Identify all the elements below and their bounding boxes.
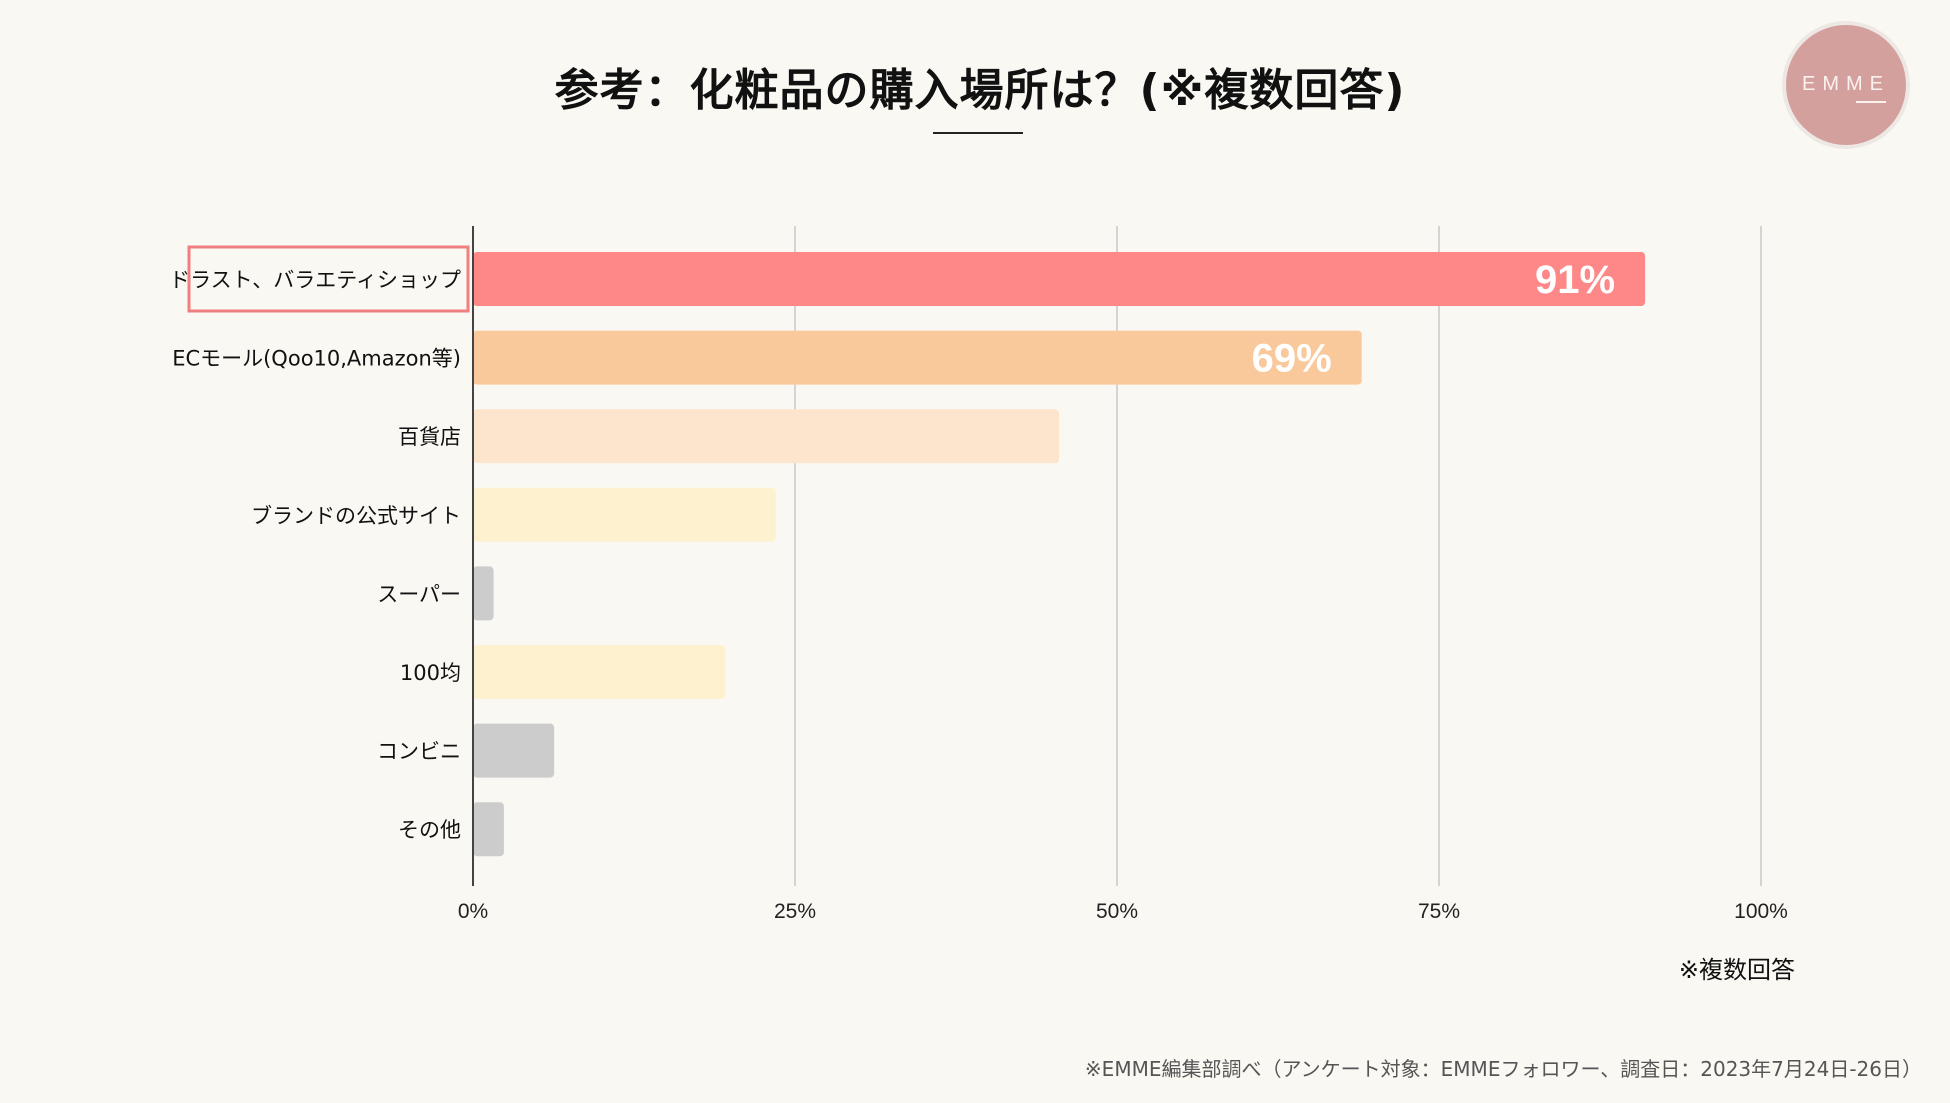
x-tick-label: 0% xyxy=(458,900,488,923)
highlight-box xyxy=(187,245,470,313)
category-label: その他 xyxy=(398,818,461,842)
bar xyxy=(473,566,494,621)
bar xyxy=(473,802,504,857)
x-tick-label: 50% xyxy=(1096,900,1138,923)
x-tick-label: 100% xyxy=(1734,900,1788,923)
logo-text: EMME xyxy=(1802,73,1890,95)
multiple-answer-note: ※複数回答 xyxy=(1678,956,1795,984)
category-label: コンビニ xyxy=(377,740,461,764)
category-label: ドラスト、バラエティショップ xyxy=(169,268,461,292)
data-label: 69% xyxy=(1252,337,1332,381)
category-label: ブランドの公式サイト xyxy=(251,504,461,528)
chart-title: 参考：化粧品の購入場所は？(※複数回答) xyxy=(554,65,1406,116)
source-footer: ※EMME編集部調べ（アンケート対象：EMMEフォロワー、調査日：2023年7月… xyxy=(1084,1057,1922,1081)
x-tick-label: 25% xyxy=(774,900,816,923)
bar xyxy=(473,252,1646,306)
bar xyxy=(473,645,726,699)
category-label: 百貨店 xyxy=(398,425,461,449)
data-label: 91% xyxy=(1535,258,1615,302)
x-tick-label: 75% xyxy=(1418,900,1460,923)
emme-logo: EMME xyxy=(1786,25,1906,145)
category-label: 100均 xyxy=(400,661,461,685)
category-label: ECモール(Qoo10,Amazon等) xyxy=(172,347,461,371)
title-underline xyxy=(933,132,1023,134)
bar xyxy=(473,487,776,542)
bar xyxy=(473,330,1362,385)
bar xyxy=(473,723,555,778)
category-label: スーパー xyxy=(377,582,461,606)
bar xyxy=(473,409,1060,464)
